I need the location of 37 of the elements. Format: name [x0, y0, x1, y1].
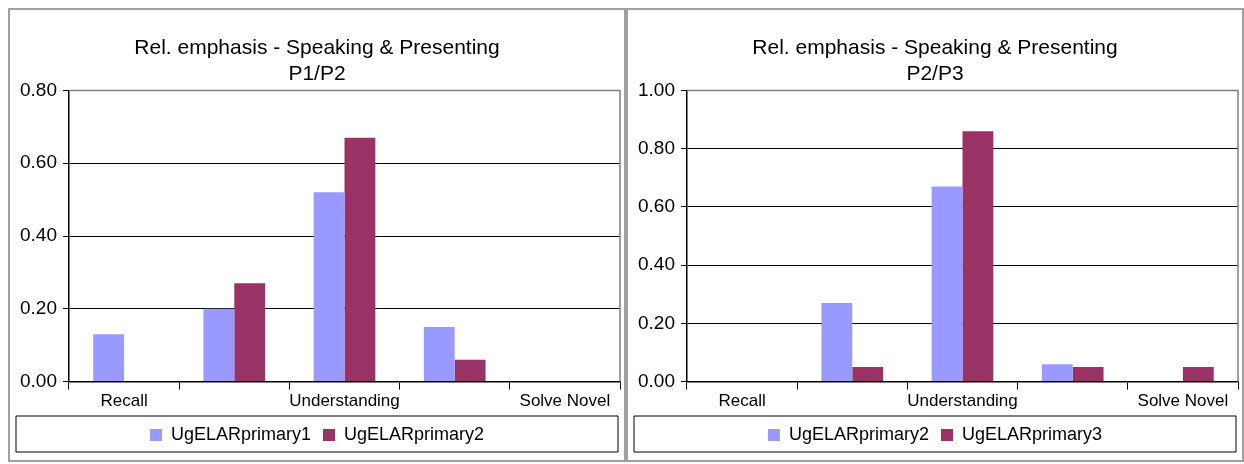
bar — [203, 308, 235, 382]
chart-title: Rel. emphasis - Speaking & Presenting P1/P2 — [134, 35, 500, 84]
x-tick-label: Understanding — [289, 391, 400, 411]
bar — [234, 283, 266, 382]
y-tick-label: 0.20 — [638, 311, 675, 333]
bar — [423, 327, 455, 382]
legend-label: UgELARprimary2 — [344, 423, 485, 444]
bar — [344, 137, 376, 382]
y-tick-label: 1.00 — [638, 78, 675, 100]
bar — [1041, 364, 1073, 382]
y-tick-label: 0.40 — [20, 224, 57, 246]
y-tick-label: 0.00 — [638, 369, 675, 391]
bar — [93, 334, 125, 382]
chart-title: Rel. emphasis - Speaking & Presenting P2/P3 — [752, 35, 1118, 84]
bar — [313, 192, 345, 382]
y-tick-label: 0.60 — [20, 151, 57, 173]
bar — [962, 131, 994, 382]
y-tick-label: 0.60 — [638, 195, 675, 217]
bar — [852, 367, 884, 382]
legend-label: UgELARprimary3 — [962, 423, 1103, 444]
bar — [821, 302, 853, 382]
y-tick-label: 0.40 — [638, 253, 675, 275]
legend-label: UgELARprimary2 — [788, 423, 929, 444]
bar — [454, 359, 486, 382]
x-tick-label: Solve Novel — [1137, 391, 1229, 411]
legend-label: UgELARprimary1 — [170, 423, 311, 444]
bar — [1072, 367, 1104, 382]
x-tick-label: Recall — [718, 391, 766, 411]
x-tick-label: Solve Novel — [519, 391, 611, 411]
x-tick-label: Understanding — [907, 391, 1018, 411]
bar — [1182, 367, 1214, 382]
y-tick-label: 0.80 — [638, 136, 675, 158]
x-tick-label: Recall — [100, 391, 148, 411]
y-tick-label: 0.00 — [20, 369, 57, 391]
bar — [931, 186, 963, 382]
y-tick-label: 0.80 — [20, 78, 57, 100]
y-tick-label: 0.20 — [20, 297, 57, 319]
